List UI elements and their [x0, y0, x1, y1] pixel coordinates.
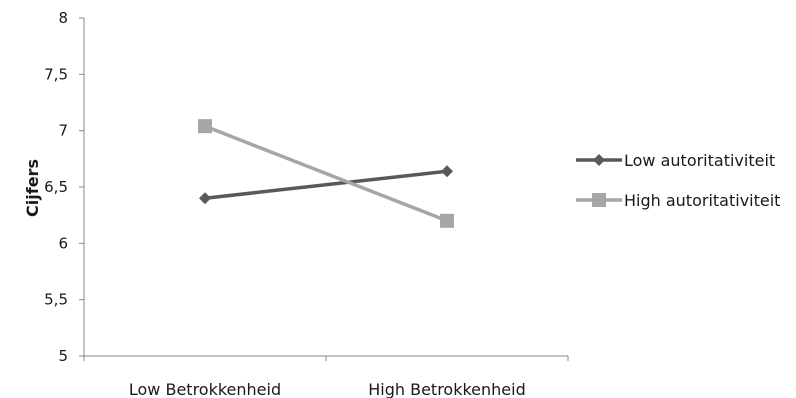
legend-label: Low autoritativiteit	[624, 151, 775, 170]
y-tick-label: 5	[58, 347, 68, 365]
legend-label: High autoritativiteit	[624, 191, 780, 210]
x-tick-label: High Betrokkenheid	[368, 380, 526, 398]
y-tick-label: 7	[58, 122, 68, 140]
data-point-1-0	[198, 119, 212, 134]
data-point-0-1	[441, 165, 453, 178]
y-tick-label: 6,5	[44, 178, 68, 196]
data-point-1-1	[440, 213, 454, 228]
series-line-1	[204, 124, 448, 223]
y-tick-label: 5,5	[44, 291, 68, 309]
legend-marker	[593, 154, 605, 166]
legend-marker	[592, 193, 606, 207]
y-tick-label: 6	[58, 234, 68, 252]
x-tick-label: Low Betrokkenheid	[129, 380, 281, 398]
y-tick-label: 8	[58, 9, 68, 27]
data-point-0-0	[199, 192, 211, 205]
y-axis-label: Cijfers	[23, 159, 42, 217]
y-tick-label: 7,5	[44, 65, 68, 83]
series-line-0	[204, 169, 448, 201]
